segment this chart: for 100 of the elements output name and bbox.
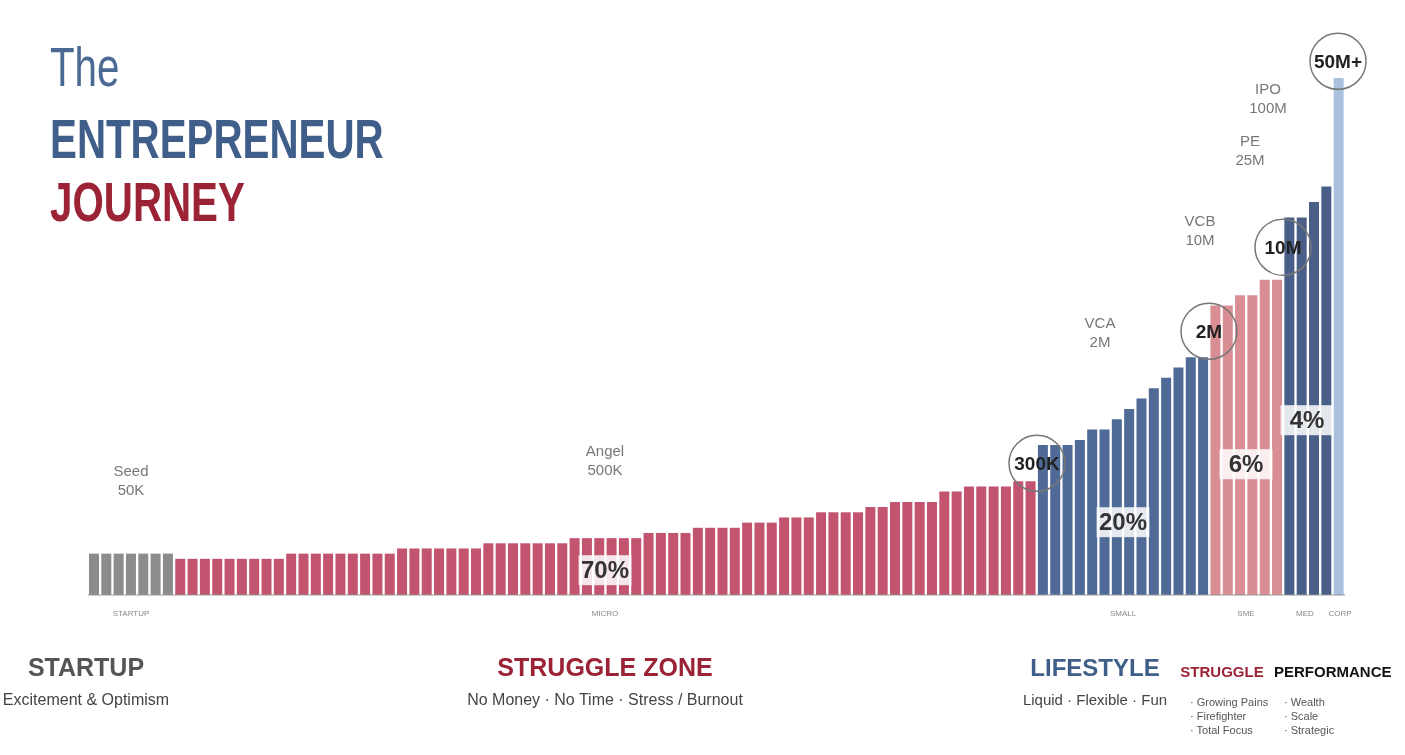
bar — [705, 527, 716, 595]
bar — [520, 543, 531, 595]
bar — [680, 532, 691, 595]
bar — [569, 538, 580, 595]
text: · Wealth · Scale · Strategic — [1284, 696, 1335, 736]
bar — [162, 553, 173, 595]
annotation: VCA 2M — [1084, 314, 1116, 350]
text: STARTUP — [27, 653, 145, 681]
annotation: Angel 500K — [585, 442, 625, 478]
annotation: 6% — [1228, 450, 1264, 477]
bar — [1062, 445, 1073, 595]
bar — [803, 517, 814, 595]
bar — [360, 553, 371, 595]
bar — [717, 527, 728, 595]
bar — [532, 543, 543, 595]
bar — [926, 501, 937, 595]
bar — [323, 553, 334, 595]
annotation: 4% — [1289, 406, 1325, 433]
bar — [816, 512, 827, 595]
bar — [1333, 78, 1344, 595]
bar — [976, 486, 987, 595]
text: Excitement & Optimism — [2, 691, 170, 708]
bar — [224, 558, 235, 595]
bar — [1185, 357, 1196, 595]
bar — [113, 553, 124, 595]
bar — [742, 522, 753, 595]
bar — [939, 491, 950, 595]
bar — [791, 517, 802, 595]
text: LIFESTYLE — [1030, 654, 1160, 681]
bar — [212, 558, 223, 595]
bar — [199, 558, 210, 595]
bar — [507, 543, 518, 595]
bar — [853, 512, 864, 595]
bar — [668, 532, 679, 595]
bar — [692, 527, 703, 595]
bar — [988, 486, 999, 595]
text: STRUGGLE — [1180, 663, 1264, 680]
bar — [631, 538, 642, 595]
bar — [655, 532, 666, 595]
text: SMALL — [1109, 609, 1137, 618]
bar — [384, 553, 395, 595]
annotation: 20% — [1098, 508, 1148, 535]
bar — [1161, 377, 1172, 595]
bar — [372, 553, 383, 595]
bar — [1272, 279, 1283, 595]
bar — [409, 548, 420, 595]
bar — [483, 543, 494, 595]
text: SME — [1237, 609, 1255, 618]
bar — [236, 558, 247, 595]
bar — [643, 532, 654, 595]
annotation: IPO 100M — [1249, 80, 1287, 116]
bar — [397, 548, 408, 595]
bar — [261, 558, 272, 595]
bar — [1087, 429, 1098, 595]
bar — [828, 512, 839, 595]
text: 50M+ — [1313, 51, 1363, 72]
bar — [421, 548, 432, 595]
bar — [1198, 357, 1209, 595]
annotation: 70% — [580, 556, 630, 583]
text: CORP — [1328, 609, 1352, 618]
text: MICRO — [591, 609, 619, 618]
bar — [249, 558, 260, 595]
bar — [101, 553, 112, 595]
bar — [310, 553, 321, 595]
bar — [754, 522, 765, 595]
bar — [495, 543, 506, 595]
bar — [1000, 486, 1011, 595]
bar — [298, 553, 309, 595]
bar — [175, 558, 186, 595]
bar — [458, 548, 469, 595]
bar — [434, 548, 445, 595]
bar — [865, 507, 876, 595]
bar — [446, 548, 457, 595]
bar — [951, 491, 962, 595]
annotation: 2M — [1195, 321, 1223, 342]
bar — [1013, 481, 1024, 595]
bar — [125, 553, 136, 595]
bar — [138, 553, 149, 595]
bar — [890, 501, 901, 595]
annotation: PE 25M — [1235, 132, 1265, 168]
bar — [286, 553, 297, 595]
text: Liquid · Flexible · Fun — [1022, 691, 1168, 708]
bar — [471, 548, 482, 595]
text: STRUGGLE ZONE — [497, 653, 713, 681]
text: PERFORMANCE — [1274, 663, 1392, 680]
text: The ENTREPRENEUR JOURNEY — [50, 35, 384, 233]
bar — [729, 527, 740, 595]
bar — [902, 501, 913, 595]
bar — [914, 501, 925, 595]
bar — [273, 558, 284, 595]
bar — [335, 553, 346, 595]
text: No Money · No Time · Stress / Burnout — [467, 691, 744, 708]
bar — [187, 558, 198, 595]
bar — [766, 522, 777, 595]
bar — [1148, 388, 1159, 595]
bar — [1074, 439, 1085, 595]
bar — [1173, 367, 1184, 595]
text: · Growing Pains · Firefighter · Total Focus — [1190, 696, 1269, 736]
bar — [150, 553, 161, 595]
bar — [557, 543, 568, 595]
